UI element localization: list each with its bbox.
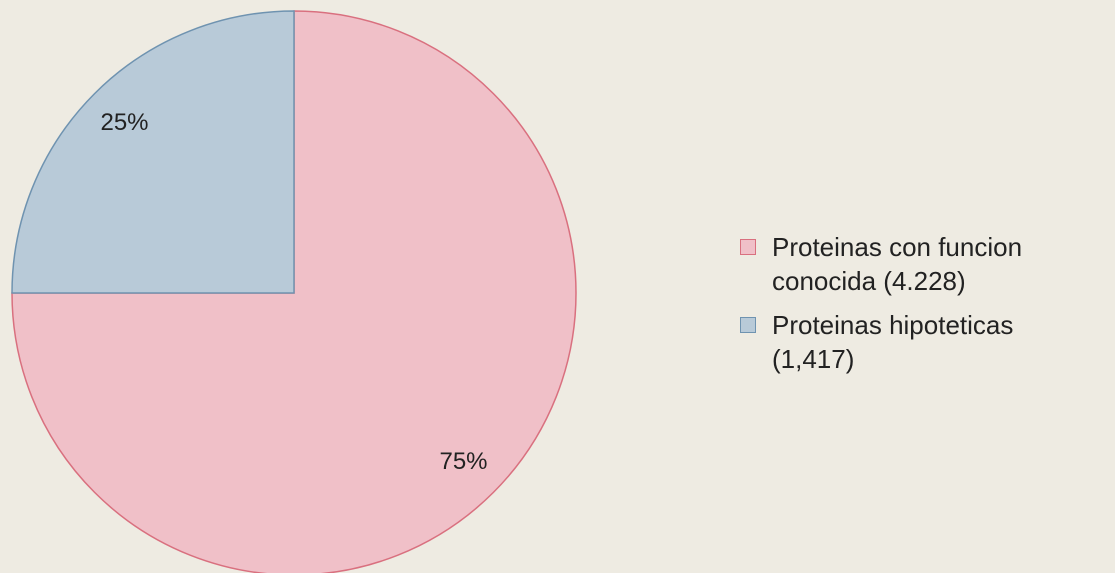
legend-swatch xyxy=(740,239,756,255)
data-label: 25% xyxy=(100,109,148,136)
legend-label: Proteinas hipoteticas (1,417) xyxy=(772,310,1014,374)
data-label: 75% xyxy=(439,448,487,475)
legend-label: Proteinas con funcion conocida (4.228) xyxy=(772,232,1023,296)
legend-swatch xyxy=(740,317,756,333)
legend: Proteinas con funcion conocida (4.228) Pr… xyxy=(740,230,1085,386)
legend-entry: Proteinas con funcion conocida (4.228) xyxy=(740,230,1085,298)
pie-slice xyxy=(11,10,295,294)
pie-slice xyxy=(11,10,577,573)
legend-entry: Proteinas hipoteticas (1,417) xyxy=(740,308,1085,376)
